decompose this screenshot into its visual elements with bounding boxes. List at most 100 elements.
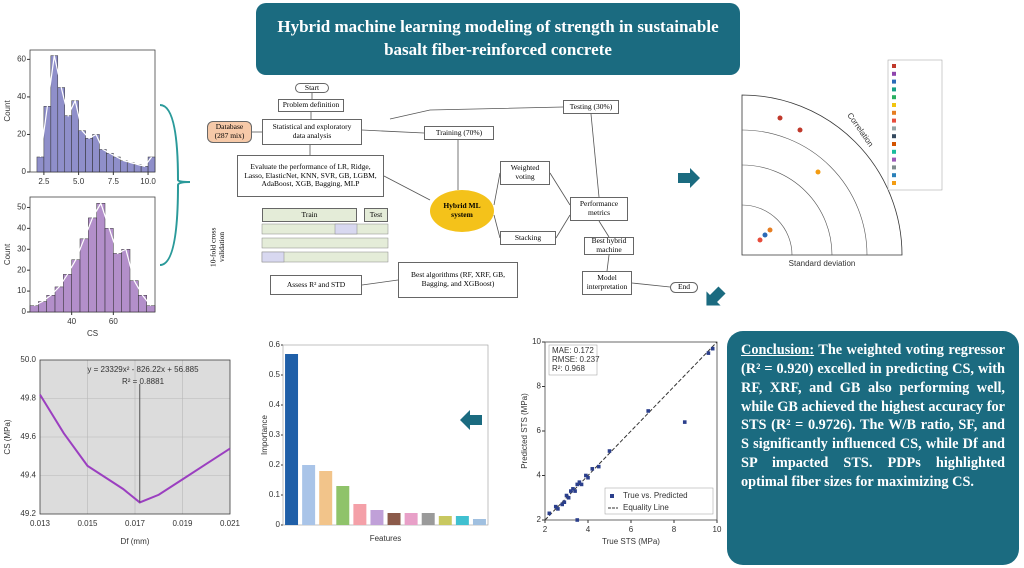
x-tick-label: 2 bbox=[543, 525, 548, 534]
equality-line bbox=[544, 341, 718, 521]
point bbox=[596, 464, 601, 469]
histogram-bar bbox=[138, 295, 147, 313]
y-axis-label: Predicted STS (MPa) bbox=[520, 393, 529, 469]
point bbox=[569, 489, 573, 493]
flow-arrow bbox=[549, 172, 571, 206]
x-tick-label: 0.015 bbox=[77, 519, 98, 528]
block-arrow bbox=[706, 286, 726, 306]
point bbox=[710, 346, 715, 351]
bar bbox=[421, 513, 435, 525]
flow-node: Performance metrics bbox=[570, 197, 628, 221]
point bbox=[564, 493, 569, 498]
metric: RMSE: 0.237 bbox=[552, 355, 600, 364]
metric: R²: 0.968 bbox=[552, 364, 585, 373]
bar bbox=[455, 516, 469, 525]
point bbox=[556, 507, 560, 511]
legend-swatch bbox=[892, 110, 896, 115]
histogram-bar bbox=[78, 130, 86, 173]
y-tick-label: 30 bbox=[17, 244, 26, 253]
trend-equation: y = 23329x² - 826.22x + 56.885 bbox=[87, 365, 199, 374]
histogram-bar bbox=[36, 156, 45, 173]
y-tick-label: 40 bbox=[17, 92, 26, 101]
legend-swatch bbox=[892, 134, 896, 139]
histogram-bar bbox=[88, 217, 97, 313]
histogram-bar bbox=[146, 305, 156, 313]
metrics-box bbox=[548, 344, 598, 376]
histogram-bar bbox=[57, 87, 65, 173]
legend-swatch bbox=[892, 157, 896, 162]
x-tick-label: 0.021 bbox=[220, 519, 241, 528]
kde-curve bbox=[33, 201, 152, 307]
x-axis-label: Df (mm) bbox=[121, 537, 150, 546]
title: Hybrid machine learning modeling of stre… bbox=[256, 3, 740, 75]
y-axis-label: Count bbox=[3, 243, 12, 265]
y-tick-label: 0.3 bbox=[269, 430, 281, 439]
point bbox=[571, 487, 575, 491]
y-tick-label: 8 bbox=[537, 382, 542, 391]
metric: MAE: 0.172 bbox=[552, 346, 594, 355]
flow-node: Train bbox=[262, 208, 357, 222]
x-axis-label: Features bbox=[370, 534, 402, 543]
flow-node: Test bbox=[364, 208, 388, 222]
cv-row bbox=[261, 223, 389, 235]
taylor-arc bbox=[741, 164, 833, 256]
plot-frame bbox=[282, 344, 489, 526]
taylor-point bbox=[762, 232, 768, 238]
point bbox=[584, 473, 588, 478]
legend-swatch bbox=[892, 118, 896, 123]
histogram-bar bbox=[71, 259, 81, 313]
taylor-arc bbox=[741, 129, 868, 256]
flow-node: 10-fold cross validation bbox=[208, 212, 228, 282]
flow-node: Start bbox=[295, 83, 329, 93]
histogram-bar bbox=[85, 137, 93, 173]
legend-swatch bbox=[892, 103, 896, 107]
x-tick-label: 7.5 bbox=[108, 177, 120, 186]
y-tick-label: 49.8 bbox=[20, 394, 36, 403]
conclusion-text: The weighted voting regressor (R² = 0.92… bbox=[741, 342, 1005, 491]
y-axis-label: Count bbox=[3, 100, 12, 122]
y-axis-label: CS (MPa) bbox=[3, 419, 12, 454]
bar bbox=[319, 471, 333, 525]
legend-swatch bbox=[892, 64, 896, 68]
histogram-bar bbox=[113, 253, 122, 313]
flow-node: End bbox=[670, 282, 698, 293]
histogram-bar bbox=[126, 162, 135, 173]
legend-swatch bbox=[892, 79, 896, 84]
point bbox=[682, 420, 687, 424]
taylor-point bbox=[767, 227, 773, 233]
point bbox=[607, 449, 612, 453]
cv-test bbox=[261, 251, 285, 263]
histogram-bar bbox=[140, 166, 149, 173]
legend-swatch bbox=[892, 165, 896, 170]
histogram-bar bbox=[63, 274, 72, 313]
flow-arrow bbox=[383, 175, 431, 201]
flow-node: Testing (30%) bbox=[563, 100, 619, 114]
bar bbox=[438, 516, 452, 525]
bar bbox=[336, 486, 350, 525]
taylor-frame bbox=[741, 94, 903, 256]
taylor-point bbox=[797, 127, 803, 133]
point bbox=[547, 511, 552, 516]
legend-swatch bbox=[892, 95, 896, 100]
pdp-line bbox=[39, 394, 231, 504]
legend-box bbox=[604, 487, 714, 515]
histogram-bar bbox=[96, 203, 106, 313]
point bbox=[560, 502, 564, 507]
taylor-point bbox=[777, 115, 783, 121]
histogram-bar bbox=[113, 156, 121, 173]
bracket bbox=[159, 104, 191, 266]
y-tick-label: 49.6 bbox=[20, 432, 36, 441]
legend-swatch bbox=[892, 173, 896, 178]
bar bbox=[353, 504, 367, 525]
flow-arrow bbox=[598, 220, 610, 238]
y-tick-label: 0.6 bbox=[269, 340, 281, 349]
plot-frame bbox=[39, 359, 231, 515]
flow-arrow bbox=[493, 172, 501, 206]
taylor-legend bbox=[887, 59, 943, 191]
x-tick-label: 10 bbox=[713, 525, 722, 534]
taylor-point bbox=[815, 169, 821, 175]
flow-arrow bbox=[555, 214, 571, 239]
x-tick-label: 2.5 bbox=[38, 177, 50, 186]
